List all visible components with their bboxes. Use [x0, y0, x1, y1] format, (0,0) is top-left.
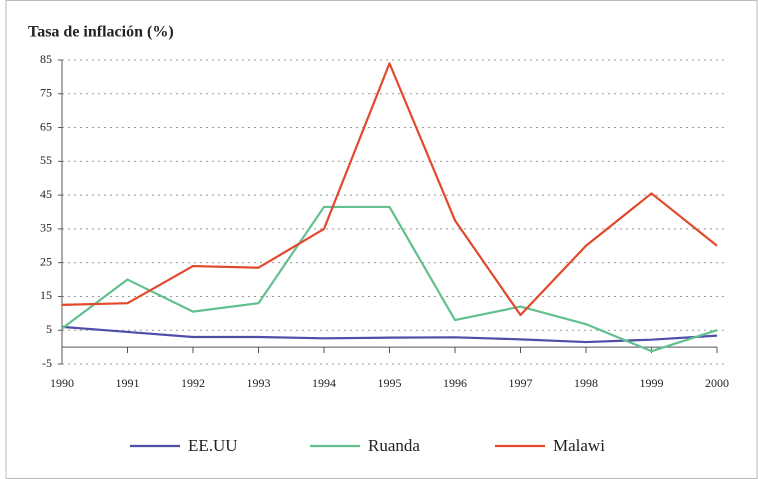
- line-series: [61, 325, 718, 344]
- y-tick-label: 45: [40, 187, 52, 201]
- legend-label: EE.UU: [188, 436, 238, 455]
- y-tick-label: 35: [40, 221, 52, 235]
- y-tick-label: 75: [40, 86, 52, 100]
- y-tick-label: 15: [40, 288, 52, 302]
- legend-label: Ruanda: [368, 436, 420, 455]
- legend-label: Malawi: [553, 436, 605, 455]
- x-tick-label: 1994: [312, 376, 336, 390]
- x-tick-label: 1996: [443, 376, 467, 390]
- y-tick-label: -5: [42, 356, 52, 370]
- y-tick-label: 25: [40, 254, 52, 268]
- line-series: [61, 62, 718, 317]
- x-tick-label: 1991: [116, 376, 140, 390]
- y-tick-label: 55: [40, 153, 52, 167]
- x-tick-label: 1999: [640, 376, 664, 390]
- y-tick-label: 65: [40, 119, 52, 133]
- line-series: [61, 205, 718, 353]
- chart-title: Tasa de inflación (%): [28, 24, 174, 41]
- y-tick-label: 5: [46, 322, 52, 336]
- frame: [5, 0, 758, 479]
- x-tick-label: 1992: [181, 376, 205, 390]
- x-tick-label: 1995: [378, 376, 402, 390]
- x-tick-label: 1997: [509, 376, 533, 390]
- y-tick-label: 85: [40, 52, 52, 66]
- x-tick-label: 1993: [247, 376, 271, 390]
- x-tick-label: 2000: [705, 376, 729, 390]
- x-tick-label: 1990: [50, 376, 74, 390]
- x-tick-label: 1998: [574, 376, 598, 390]
